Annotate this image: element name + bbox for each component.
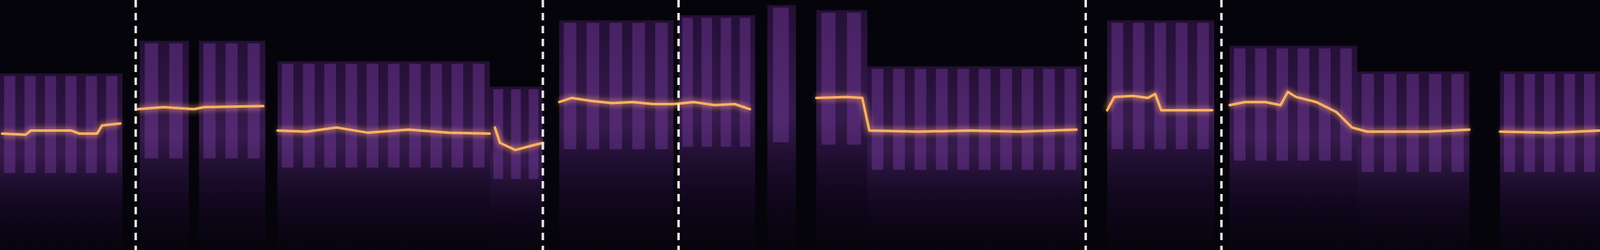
energy-block <box>1107 20 1215 250</box>
energy-block <box>489 86 543 250</box>
boundary <box>1220 0 1223 250</box>
energy-block <box>198 40 266 250</box>
boundary <box>134 0 138 250</box>
contour-glow <box>1 91 1600 151</box>
energy-block <box>559 20 674 250</box>
energy-block <box>816 10 868 250</box>
energy-block <box>1499 71 1600 250</box>
spectrogram <box>0 0 1600 250</box>
energy-block <box>1229 46 1358 250</box>
boundary <box>541 0 544 250</box>
energy-block <box>277 60 490 250</box>
energy-block <box>867 66 1082 250</box>
pitch-contour <box>1 91 1600 151</box>
energy-block <box>678 15 755 250</box>
energy-block <box>0 73 123 250</box>
energy-block <box>767 4 796 250</box>
energy-block <box>1357 71 1469 250</box>
energy-block <box>139 40 189 250</box>
boundary <box>1084 0 1087 250</box>
background <box>0 0 1600 250</box>
plot-area <box>0 0 1600 250</box>
boundary <box>677 0 680 250</box>
